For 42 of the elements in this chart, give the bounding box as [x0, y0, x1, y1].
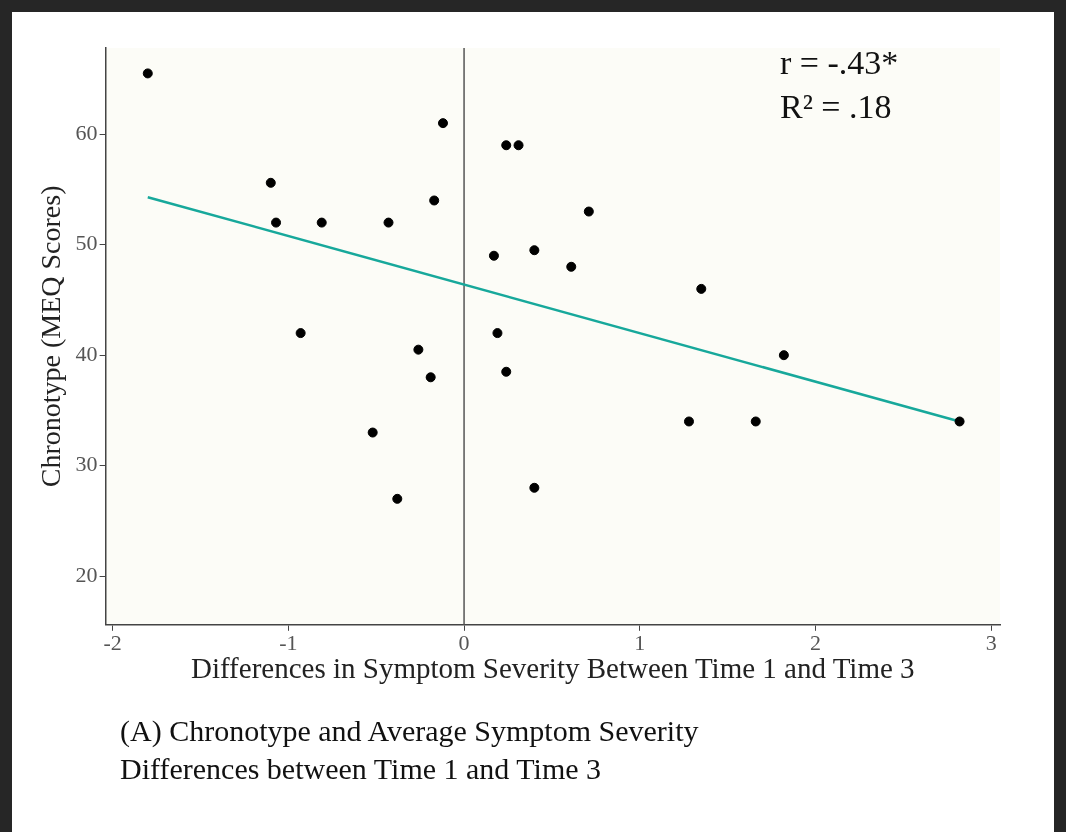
point	[492, 328, 503, 339]
text: (A) Chronotype and Average Symptom Severity Differences between Time 1 and Time 3	[120, 713, 700, 787]
point	[954, 416, 965, 427]
y-tick-label: 40	[75, 340, 98, 366]
x-tick-label: 1	[634, 629, 646, 655]
point	[295, 328, 306, 339]
point	[142, 68, 153, 79]
annotation: r = -.43*	[780, 44, 899, 81]
annotation: R² = .18	[780, 88, 892, 125]
point	[501, 366, 512, 377]
x-tick-label: -2	[103, 629, 122, 655]
point	[696, 283, 707, 294]
x-tick-label: 0	[458, 629, 470, 655]
y-tick-label: 30	[75, 451, 98, 477]
point	[316, 217, 327, 228]
y-tick-label: 60	[75, 119, 98, 145]
point	[271, 217, 282, 228]
y-tick-label: 50	[75, 230, 98, 256]
x-tick-label: 2	[810, 629, 821, 655]
point	[383, 217, 394, 228]
point	[513, 140, 524, 151]
point	[683, 416, 694, 427]
point	[413, 344, 424, 355]
point	[367, 427, 378, 438]
point	[501, 140, 512, 151]
point	[429, 195, 440, 206]
point	[437, 118, 448, 129]
x-axis-title: Differences in Symptom Severity Between Time 1 and Time 3	[190, 652, 915, 685]
point	[750, 416, 761, 427]
point	[583, 206, 594, 217]
y-axis-title: Chronotype (MEQ Scores)	[35, 185, 67, 488]
point	[265, 177, 276, 188]
point	[488, 250, 499, 261]
x-tick-label: 3	[985, 629, 997, 655]
y-tick-label: 20	[75, 561, 98, 587]
point	[529, 245, 540, 256]
point	[392, 493, 403, 504]
x-tick-label: -1	[279, 629, 298, 655]
point	[425, 372, 436, 383]
point	[778, 350, 789, 361]
point	[529, 482, 540, 493]
point	[566, 261, 577, 272]
